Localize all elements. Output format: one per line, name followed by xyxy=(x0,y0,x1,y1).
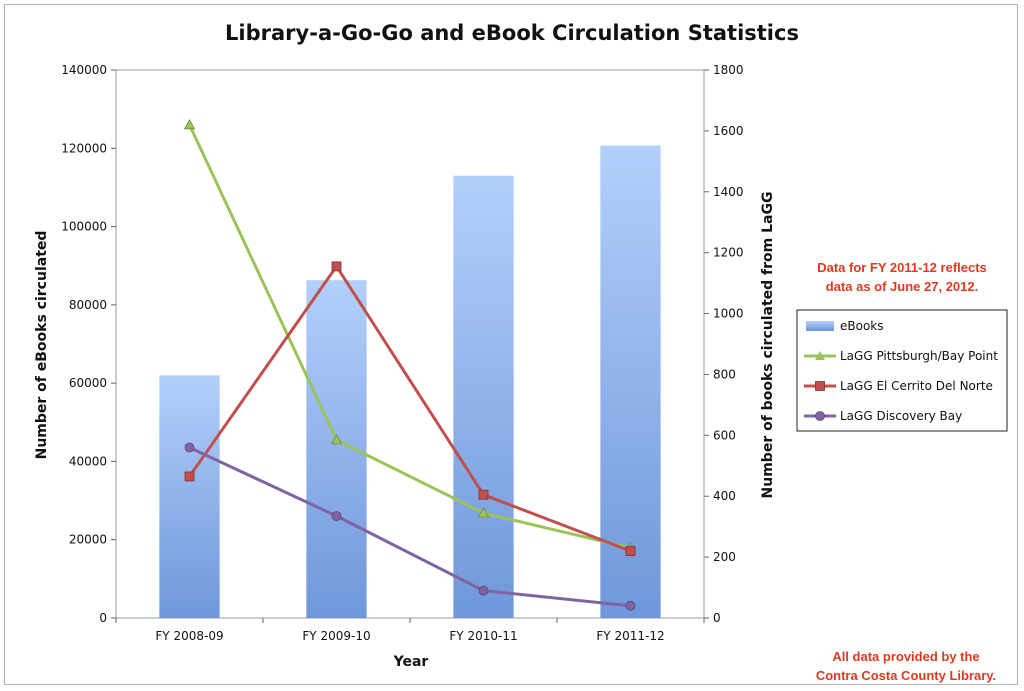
x-tick-label: FY 2010-11 xyxy=(449,629,517,643)
ebooks-bar xyxy=(159,375,220,618)
lagg-pittsburgh-bay-point-point xyxy=(477,507,490,518)
y2-tick-label: 1600 xyxy=(713,124,744,138)
y-tick-label: 80000 xyxy=(69,298,107,312)
y-tick-label: 0 xyxy=(99,611,107,625)
y2-tick-label: 600 xyxy=(713,428,736,442)
y-tick-label: 20000 xyxy=(69,533,107,547)
y-axis-label: Number of eBooks circulated xyxy=(34,231,50,460)
lagg-discovery-bay-point xyxy=(625,600,636,611)
legend-marker-lagg-discovery-bay xyxy=(815,411,825,421)
y2-tick-label: 1400 xyxy=(713,185,744,199)
legend-marker-lagg-el-cerrito-del-norte xyxy=(815,381,825,391)
lagg-discovery-bay-point xyxy=(331,511,342,521)
lagg-discovery-bay-point xyxy=(478,585,489,596)
legend-label-lagg-pittsburgh-bay-point: LaGG Pittsburgh/Bay Point xyxy=(840,349,998,363)
y2-tick-label: 1000 xyxy=(713,307,744,321)
lagg-pittsburgh-bay-point-line xyxy=(188,124,631,550)
lagg-discovery-bay-point xyxy=(184,442,195,453)
y-tick-label: 100000 xyxy=(61,220,107,234)
y2-axis-label: Number of books circulated from LaGG xyxy=(760,192,776,499)
x-tick-label: FY 2011-12 xyxy=(596,629,664,643)
y2-tick-label: 0 xyxy=(713,611,721,625)
y-tick-label: 120000 xyxy=(61,141,107,155)
x-axis-label: Year xyxy=(393,654,429,670)
y-tick-label: 140000 xyxy=(61,63,107,77)
x-tick-label: FY 2009-10 xyxy=(302,629,370,643)
x-tick-label: FY 2008-09 xyxy=(155,629,223,643)
lagg-el-cerrito-del-norte-point xyxy=(625,546,636,556)
ebooks-bar xyxy=(600,145,661,618)
lagg-el-cerrito-del-norte-point xyxy=(184,471,195,482)
date-note-line-2: data as of June 27, 2012. xyxy=(826,279,978,294)
legend-label-ebooks: eBooks xyxy=(840,319,884,333)
y-tick-label: 60000 xyxy=(69,376,107,390)
lagg-pittsburgh-bay-point-point xyxy=(183,118,196,130)
legend-label-lagg-discovery-bay: LaGG Discovery Bay xyxy=(840,409,962,423)
lagg-el-cerrito-del-norte-point xyxy=(331,261,342,272)
legend-marker-lagg-pittsburgh-bay-point xyxy=(815,351,825,360)
ebooks-bar xyxy=(453,175,514,618)
chart-frame xyxy=(4,4,1018,685)
source-note-line-2: Contra Costa County Library. xyxy=(816,668,996,683)
legend-label-lagg-el-cerrito-del-norte: LaGG El Cerrito Del Norte xyxy=(840,379,993,393)
legend-swatch-ebooks xyxy=(806,321,834,331)
lagg-pittsburgh-bay-point-point xyxy=(330,434,343,445)
source-note-line-1: All data provided by the xyxy=(832,649,979,664)
lagg-el-cerrito-del-norte-line xyxy=(188,264,632,553)
lagg-el-cerrito-del-norte-point xyxy=(478,489,489,500)
chart-title: Library-a-Go-Go and eBook Circulation St… xyxy=(225,21,799,45)
y2-tick-label: 800 xyxy=(713,367,736,381)
y2-tick-label: 200 xyxy=(713,550,736,564)
date-note-line-1: Data for FY 2011-12 reflects xyxy=(817,260,987,275)
y-tick-label: 40000 xyxy=(69,454,107,468)
y2-tick-label: 1200 xyxy=(713,246,744,260)
y2-tick-label: 400 xyxy=(713,489,736,503)
lagg-discovery-bay-line xyxy=(188,446,631,608)
legend: eBooks LaGG Pittsburgh/Bay Point LaGG El C… xyxy=(796,309,1008,432)
y2-tick-label: 1800 xyxy=(713,63,744,77)
